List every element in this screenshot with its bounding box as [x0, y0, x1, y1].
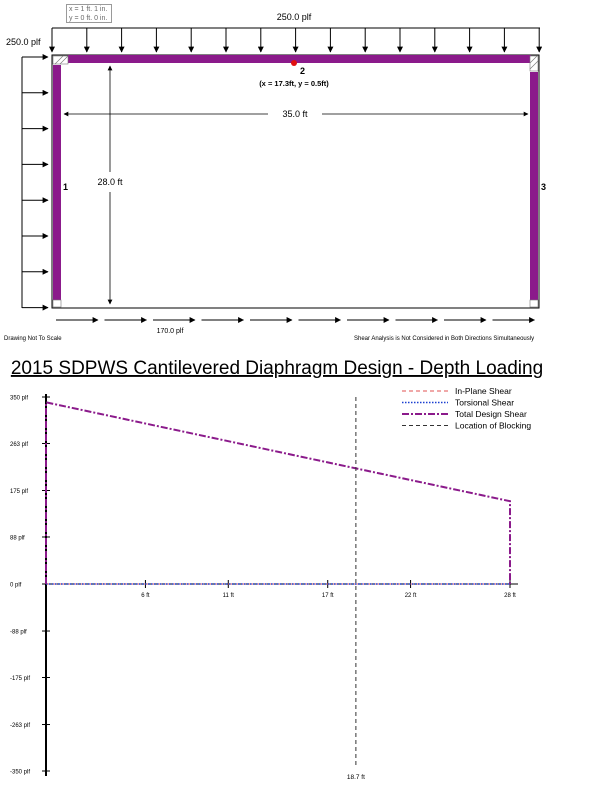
x-tick-label: 11 ft	[223, 593, 235, 599]
tooltip-y: y = 0 ft. 0 in.	[69, 15, 108, 22]
series-total-design-shear	[45, 401, 511, 584]
wall-2[interactable]	[68, 55, 531, 63]
corner-hatch-bottom-left	[52, 299, 62, 308]
selected-point[interactable]	[291, 60, 297, 66]
y-ticks: 350 plf 263 plf 175 plf 88 plf 0 plf -88 plf -…	[10, 396, 50, 776]
width-label: 35.0 ft	[282, 109, 308, 119]
y-tick-label: 175 plf	[10, 489, 28, 495]
blocking-line: 18.7 ft	[347, 397, 365, 781]
x-tick-label: 17 ft	[322, 593, 334, 599]
width-dimension: 35.0 ft	[63, 109, 529, 119]
legend-label: Total Design Shear	[455, 409, 527, 419]
y-tick-label: 0 plf	[10, 583, 22, 589]
left-load-arrows	[22, 54, 49, 311]
series-lines	[45, 401, 511, 585]
y-tick-label: -175 plf	[10, 676, 30, 682]
top-load-label: 250.0 plf	[277, 12, 312, 22]
chart-title: 2015 SDPWS Cantilevered Diaphragm Design…	[11, 358, 543, 379]
wall-1[interactable]	[53, 65, 61, 304]
height-dimension: 28.0 ft	[97, 65, 123, 305]
corner-hatch-bottom-right	[529, 299, 539, 308]
corner-hatch-top-right	[529, 55, 539, 72]
diaphragm-outline	[51, 54, 540, 309]
x-tick-label: 22 ft	[405, 593, 417, 599]
legend-label: Location of Blocking	[455, 421, 531, 431]
wall-label-2: 2	[300, 66, 305, 76]
left-load-label: 250.0 plf	[6, 37, 41, 47]
corner-hatch-top-left	[52, 55, 69, 65]
y-tick-label: 88 plf	[10, 535, 25, 541]
tooltip-x: x = 1 ft. 1 in.	[69, 6, 108, 13]
y-tick-label: -350 plf	[10, 770, 30, 776]
top-load-arrows	[49, 28, 543, 53]
legend-label: In-Plane Shear	[455, 386, 512, 396]
y-tick-label: -263 plf	[10, 723, 30, 729]
shear-chart: 350 plf 263 plf 175 plf 88 plf 0 plf -88 plf -…	[10, 386, 531, 781]
wall-label-3: 3	[541, 182, 546, 192]
height-label: 28.0 ft	[97, 177, 123, 187]
bottom-load-label: 170.0 plf	[157, 328, 184, 335]
coordinate-tooltip: x = 1 ft. 1 in. y = 0 ft. 0 in.	[66, 4, 112, 23]
y-tick-label: -88 plf	[10, 630, 27, 636]
x-ticks: 6 ft 11 ft 17 ft 22 ft 28 ft	[141, 580, 516, 599]
point-coordinate-label: (x = 17.3ft, y = 0.5ft)	[259, 79, 329, 88]
wall-3[interactable]	[530, 72, 538, 304]
note-not-to-scale: Drawing Not To Scale	[4, 336, 62, 342]
y-tick-label: 263 plf	[10, 442, 28, 448]
note-shear-analysis: Shear Analysis is Not Considered in Both…	[354, 336, 534, 342]
x-tick-label: 6 ft	[141, 593, 150, 599]
legend-label: Torsional Shear	[455, 398, 514, 408]
wall-label-1: 1	[63, 182, 68, 192]
diaphragm-drawing: 250.0 plf 250.0 plf 1 2 3	[4, 12, 546, 342]
blocking-label: 18.7 ft	[347, 774, 365, 781]
y-tick-label: 350 plf	[10, 396, 28, 402]
x-tick-label: 28 ft	[504, 593, 516, 599]
